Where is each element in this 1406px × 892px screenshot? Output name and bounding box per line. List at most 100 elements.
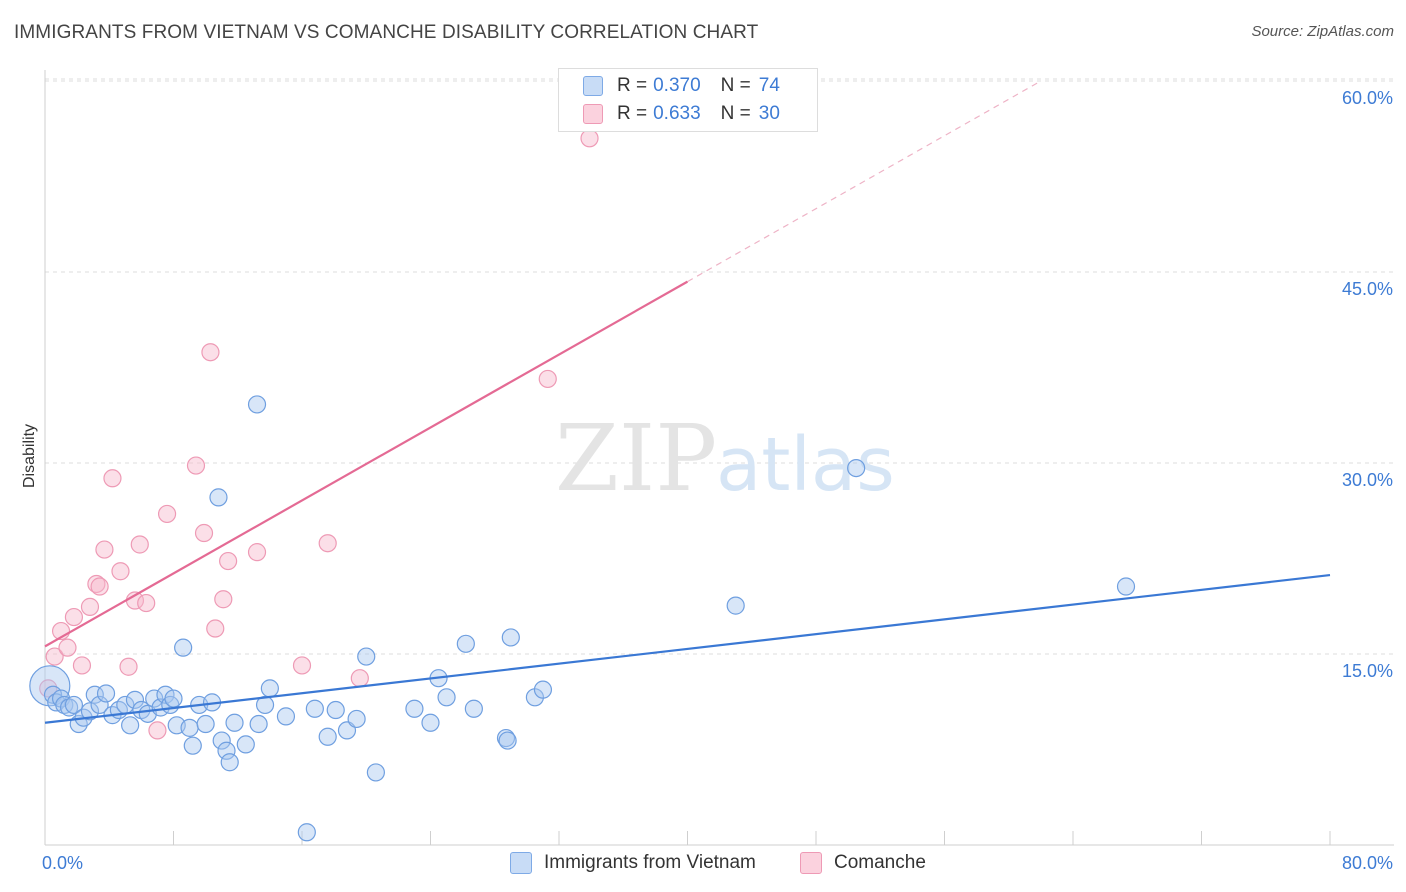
vietnam-point [347, 709, 366, 729]
legend-swatch-vietnam [583, 76, 603, 96]
comanche-point [103, 469, 122, 488]
y-axis-label: Disability [21, 424, 38, 488]
vietnam-point [145, 689, 164, 708]
grid-lines [45, 78, 1394, 655]
vietnam-point [236, 735, 255, 754]
trend-lines [44, 80, 1331, 724]
correlation-legend: R = 0.370 N = 74 R = 0.633 N = 30 [558, 68, 818, 132]
vietnam-point [220, 753, 239, 772]
vietnam-point [174, 638, 193, 657]
legend-r-label: R = [617, 75, 648, 96]
vietnam-point [212, 731, 231, 750]
legend-n-value: 74 [758, 75, 780, 96]
vietnam-point [260, 679, 279, 698]
vietnam-point [164, 689, 183, 708]
vietnam-point [247, 395, 267, 414]
legend-n-label: N = [720, 103, 751, 124]
watermark-zip: ZIP [555, 405, 717, 512]
comanche-point [538, 369, 557, 389]
chart-title: IMMIGRANTS FROM VIETNAM VS COMANCHE DISA… [14, 22, 759, 43]
y-tick-label: 15.0% [1342, 661, 1393, 681]
comanche-point [137, 593, 156, 613]
comanche-point [95, 540, 114, 559]
vietnam-point [209, 488, 228, 507]
series-legend-vietnam: Immigrants from Vietnam [510, 852, 756, 874]
vietnam-point [456, 634, 475, 653]
trend-line-vietnam [44, 573, 1331, 724]
series-legend-comanche: Comanche [800, 852, 926, 874]
vietnam-point [29, 665, 71, 707]
y-tick-label: 60.0% [1342, 88, 1393, 108]
trend-line-comanche [44, 280, 689, 648]
vietnam-point [276, 707, 296, 726]
legend-n-value: 30 [758, 103, 780, 124]
comanche-point [130, 535, 149, 554]
legend-r-label: R = [617, 103, 648, 124]
vietnam-point [59, 698, 79, 717]
comanche-point [45, 647, 64, 666]
comanche-point [214, 590, 233, 609]
vietnam-point [183, 736, 202, 755]
vietnam-point [196, 714, 215, 734]
comanche-point [58, 638, 77, 657]
comanche-point [206, 619, 225, 638]
vietnam-point [80, 702, 100, 721]
comanche-point [292, 656, 312, 675]
vietnam-point [64, 695, 84, 715]
y-tick-label: 45.0% [1342, 279, 1393, 299]
legend-swatch-comanche [583, 104, 603, 124]
comanche-point [157, 504, 177, 524]
comanche-point [194, 523, 214, 543]
series-legend-label-comanche: Comanche [834, 852, 926, 873]
x-tick-label-max: 80.0% [1342, 853, 1393, 873]
vietnam-point [366, 763, 385, 782]
comanche-point [350, 669, 369, 688]
legend-row-comanche: R = 0.633 N = 30 [583, 102, 780, 126]
vietnam-point [249, 714, 268, 734]
vietnam-point [1116, 577, 1136, 596]
y-tick-label: 30.0% [1342, 470, 1393, 490]
axes [44, 70, 1394, 846]
comanche-point [186, 456, 206, 475]
vietnam-point [405, 699, 424, 718]
vietnam-point [90, 695, 109, 715]
vietnam-point [357, 647, 376, 666]
comanche-point [80, 597, 100, 616]
legend-row-vietnam: R = 0.370 N = 74 [583, 74, 780, 98]
tick-labels: 15.0% 30.0% 45.0% 60.0% 0.0% 80.0% [42, 88, 1393, 873]
comanche-point [148, 721, 167, 740]
series-legend: Immigrants from Vietnam Comanche [0, 852, 1406, 878]
vietnam-point [533, 680, 553, 699]
comanche-point [247, 543, 267, 562]
comanche-point [318, 534, 337, 553]
vietnam-point [121, 716, 140, 735]
zipatlas-watermark: ZIP atlas [555, 405, 895, 512]
vietnam-point [437, 688, 456, 707]
vietnam-point [297, 823, 316, 842]
vietnam-point [225, 713, 244, 732]
trend-line-comanche-extension [687, 80, 1042, 283]
series-legend-swatch-comanche [800, 852, 822, 874]
vietnam-point [421, 713, 440, 732]
source-attribution: Source: ZipAtlas.com [1251, 23, 1394, 40]
comanche-point [201, 343, 220, 362]
series-legend-label-vietnam: Immigrants from Vietnam [544, 852, 756, 873]
legend-r-value: 0.633 [653, 103, 701, 124]
comanche-point [90, 577, 109, 596]
watermark-atlas: atlas [716, 422, 895, 508]
vietnam-point [55, 695, 74, 715]
vietnam-point [464, 699, 483, 718]
vietnam-point [726, 596, 745, 615]
comanche-point [72, 656, 92, 675]
legend-n-label: N = [720, 75, 751, 96]
vietnam-point [326, 700, 345, 720]
series-comanche-points [39, 129, 599, 740]
series-vietnam-points [29, 395, 1136, 842]
vietnam-point [125, 690, 145, 709]
comanche-point [111, 562, 130, 581]
vietnam-point [847, 458, 866, 478]
comanche-point [219, 551, 238, 571]
legend-r-value: 0.370 [653, 75, 701, 96]
x-tick-label-min: 0.0% [42, 853, 83, 873]
